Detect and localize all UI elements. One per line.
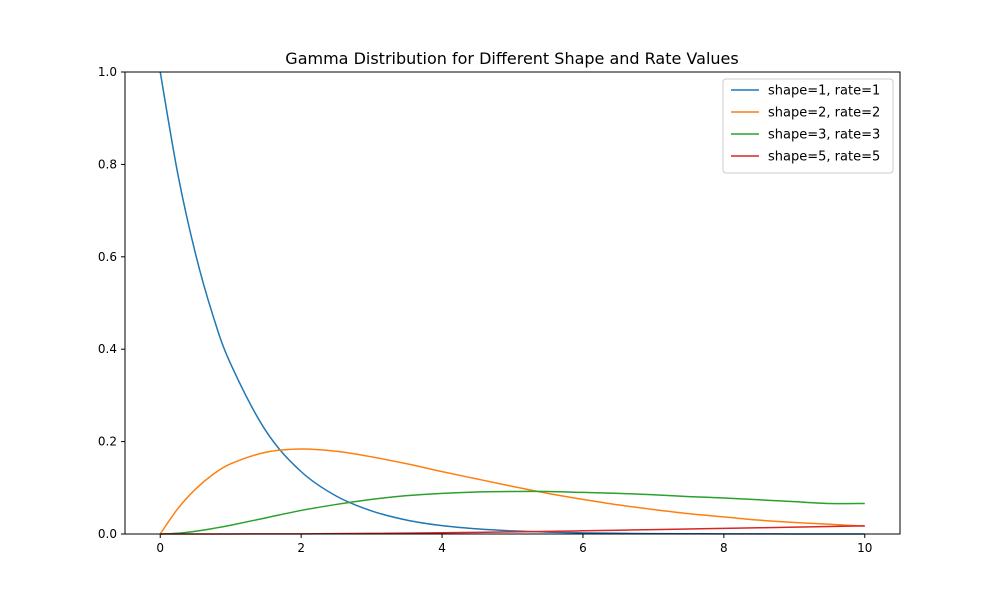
y-tick-label: 0.2 [98,435,117,449]
y-tick-label: 1.0 [98,65,117,79]
series-line-4 [160,525,865,535]
x-tick-label: 6 [579,541,587,555]
legend-label: shape=2, rate=2 [768,106,880,121]
x-tick-label: 2 [297,541,305,555]
x-tick-label: 10 [857,541,872,555]
y-tick-label: 0.8 [98,157,117,171]
y-tick-label: 0.0 [98,527,117,541]
y-tick-label: 0.4 [98,342,117,356]
series-line-2 [159,448,865,535]
chart-title: Gamma Distribution for Different Shape a… [285,49,738,68]
legend: shape=1, rate=1 shape=2, rate=2 shape=3, r… [722,78,894,174]
x-tick-label: 0 [156,541,164,555]
legend-label: shape=3, rate=3 [768,128,880,143]
axes-frame [124,71,901,535]
y-tick-label: 0.6 [98,250,117,264]
x-tick-label: 4 [438,541,446,555]
x-tick-label: 8 [720,541,728,555]
legend-label: shape=1, rate=1 [768,84,880,99]
axis-ticks: 0 2 4 6 8 10 0.0 0.2 0.4 0.6 0.8 1.0 [98,65,873,555]
legend-label: shape=5, rate=5 [768,150,880,165]
series-line-3 [160,490,865,535]
legend-box [722,78,894,174]
